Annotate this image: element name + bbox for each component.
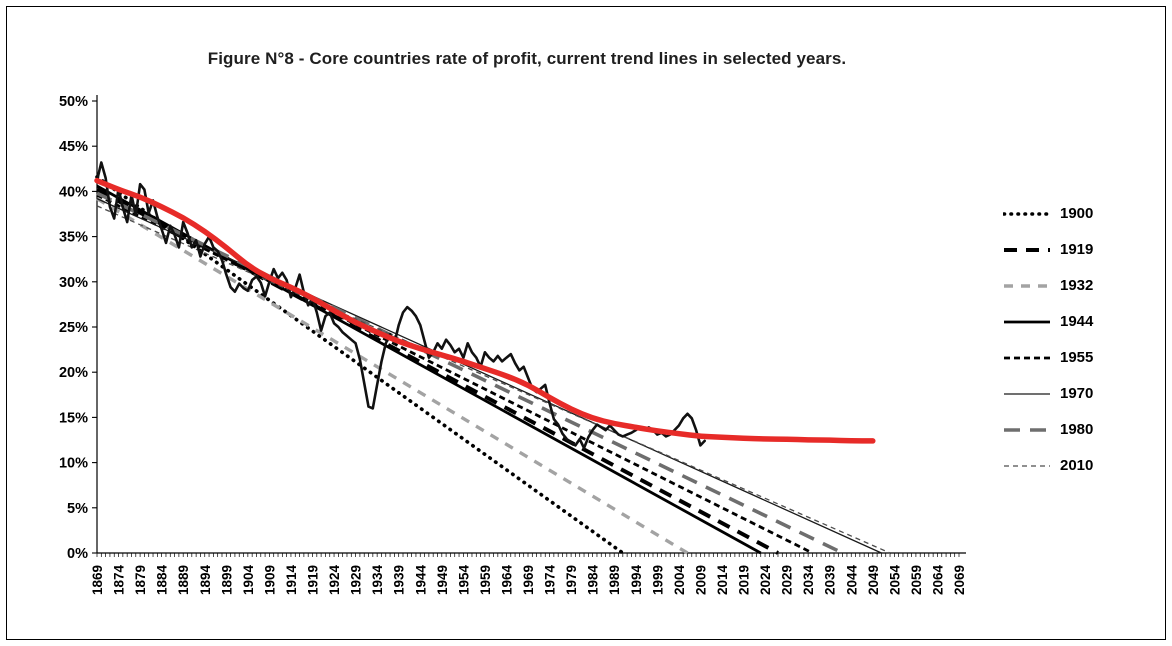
legend-line-sample-1919 (1004, 247, 1050, 252)
actual-rate-series (95, 161, 707, 450)
legend-item-2010: 2010 (1003, 457, 1093, 474)
x-tick-label: 2014 (715, 565, 730, 596)
legend-line-sample-1932 (1004, 283, 1050, 288)
x-tick-label: 1994 (629, 565, 644, 596)
x-tick-label: 1939 (392, 565, 407, 595)
x-tick-label: 1899 (219, 565, 234, 595)
legend-line-sample-1944 (1004, 320, 1050, 323)
legend-item-1900: 1900 (1003, 205, 1093, 222)
x-tick-label: 2044 (844, 565, 859, 596)
x-tick-label: 1924 (327, 565, 342, 596)
legend-line-sample-1900 (1003, 211, 1051, 216)
y-tick-label: 15% (59, 410, 88, 426)
legend-label: 1980 (1060, 421, 1094, 438)
x-tick-label: 1914 (284, 565, 299, 596)
x-tick-label: 2054 (887, 565, 902, 596)
x-tick-label: 1969 (521, 565, 536, 595)
trend-lines (95, 175, 891, 555)
legend-label: 1919 (1060, 241, 1094, 258)
x-tick-label: 1934 (370, 565, 385, 596)
x-tick-label: 1919 (306, 565, 321, 595)
legend-item-1980: 1980 (1003, 421, 1093, 438)
y-tick-label: 20% (59, 365, 88, 381)
x-tick-label: 1909 (262, 565, 277, 595)
legend-label: 1932 (1060, 277, 1094, 294)
y-tick-label: 30% (59, 275, 88, 291)
x-tick-label: 2039 (823, 565, 838, 595)
legend-line-sample-1980 (1004, 427, 1050, 432)
legend-item-1970: 1970 (1003, 385, 1093, 402)
legend-item-1944: 1944 (1003, 313, 1093, 330)
x-tick-label: 2004 (672, 565, 687, 596)
y-tick-label: 5% (67, 501, 88, 517)
x-tick-label: 1904 (241, 565, 256, 596)
x-tick-label: 1954 (456, 565, 471, 596)
chart-legend: 1900 1919 1932 1944 1955 1970 1980 2010 (1003, 205, 1093, 474)
trend-line-1955 (96, 193, 814, 555)
y-tick-label: 35% (59, 230, 88, 246)
x-tick-label: 2009 (693, 565, 708, 595)
x-axis-labels: 1869 1874 1879 1884 1889 1894 1899 1904 1909 1914… (90, 553, 967, 595)
legend-item-1919: 1919 (1003, 241, 1093, 258)
x-tick-label: 2049 (866, 565, 881, 595)
x-tick-label: 1944 (413, 565, 428, 596)
x-tick-label: 1894 (198, 565, 213, 596)
x-tick-label: 2064 (930, 565, 945, 596)
x-tick-label: 1884 (155, 565, 170, 596)
x-tick-label: 1989 (607, 565, 622, 595)
x-tick-label: 1999 (650, 565, 665, 595)
x-tick-label: 1964 (499, 565, 514, 596)
chart-plot: 0%5%10%15%20%25%30%35%40%45%50%1869 1874 1… (59, 94, 967, 595)
y-tick-label: 25% (59, 320, 88, 336)
legend-item-1955: 1955 (1003, 349, 1093, 366)
legend-label: 1955 (1060, 349, 1094, 366)
trend-line-2010 (96, 205, 891, 554)
x-tick-label: 2059 (909, 565, 924, 595)
figure-frame: Figure N°8 - Core countries rate of prof… (6, 6, 1166, 640)
x-tick-label: 2019 (737, 565, 752, 595)
y-tick-label: 0% (67, 546, 88, 562)
y-tick-label: 45% (59, 139, 88, 155)
x-tick-label: 1879 (133, 565, 148, 595)
x-tick-label: 1984 (586, 565, 601, 596)
x-tick-label: 1874 (112, 565, 127, 596)
legend-item-1932: 1932 (1003, 277, 1093, 294)
smoothed-rate-series (94, 177, 876, 444)
y-tick-label: 40% (59, 184, 88, 200)
x-tick-label: 1889 (176, 565, 191, 595)
legend-line-sample-1970 (1004, 392, 1050, 395)
x-tick-label: 2029 (780, 565, 795, 595)
legend-line-sample-2010 (1004, 464, 1050, 467)
legend-label: 2010 (1060, 457, 1094, 474)
trend-line-1980 (96, 191, 844, 555)
y-tick-label: 50% (59, 94, 88, 110)
axes (96, 95, 966, 554)
trend-line-1944 (96, 184, 762, 555)
x-tick-label: 1869 (90, 565, 105, 595)
x-tick-label: 1959 (478, 565, 493, 595)
legend-label: 1900 (1060, 205, 1094, 222)
x-tick-label: 1929 (349, 565, 364, 595)
trend-line-1932 (96, 197, 689, 555)
x-tick-label: 1979 (564, 565, 579, 595)
legend-label: 1970 (1060, 385, 1094, 402)
x-tick-label: 2024 (758, 565, 773, 596)
x-tick-label: 1949 (435, 565, 450, 595)
x-tick-label: 2069 (952, 565, 967, 595)
y-tick-label: 10% (59, 456, 88, 472)
x-tick-label: 1974 (543, 565, 558, 596)
legend-line-sample-1955 (1004, 356, 1050, 359)
legend-label: 1944 (1060, 313, 1094, 330)
y-axis-labels: 0% 5% 10% 15% 20% 25% 30% 35% 40% 45% 50% (59, 94, 97, 562)
x-tick-label: 2034 (801, 565, 816, 596)
trend-line-1919 (96, 187, 779, 555)
chart-title: Figure N°8 - Core countries rate of prof… (207, 49, 847, 68)
